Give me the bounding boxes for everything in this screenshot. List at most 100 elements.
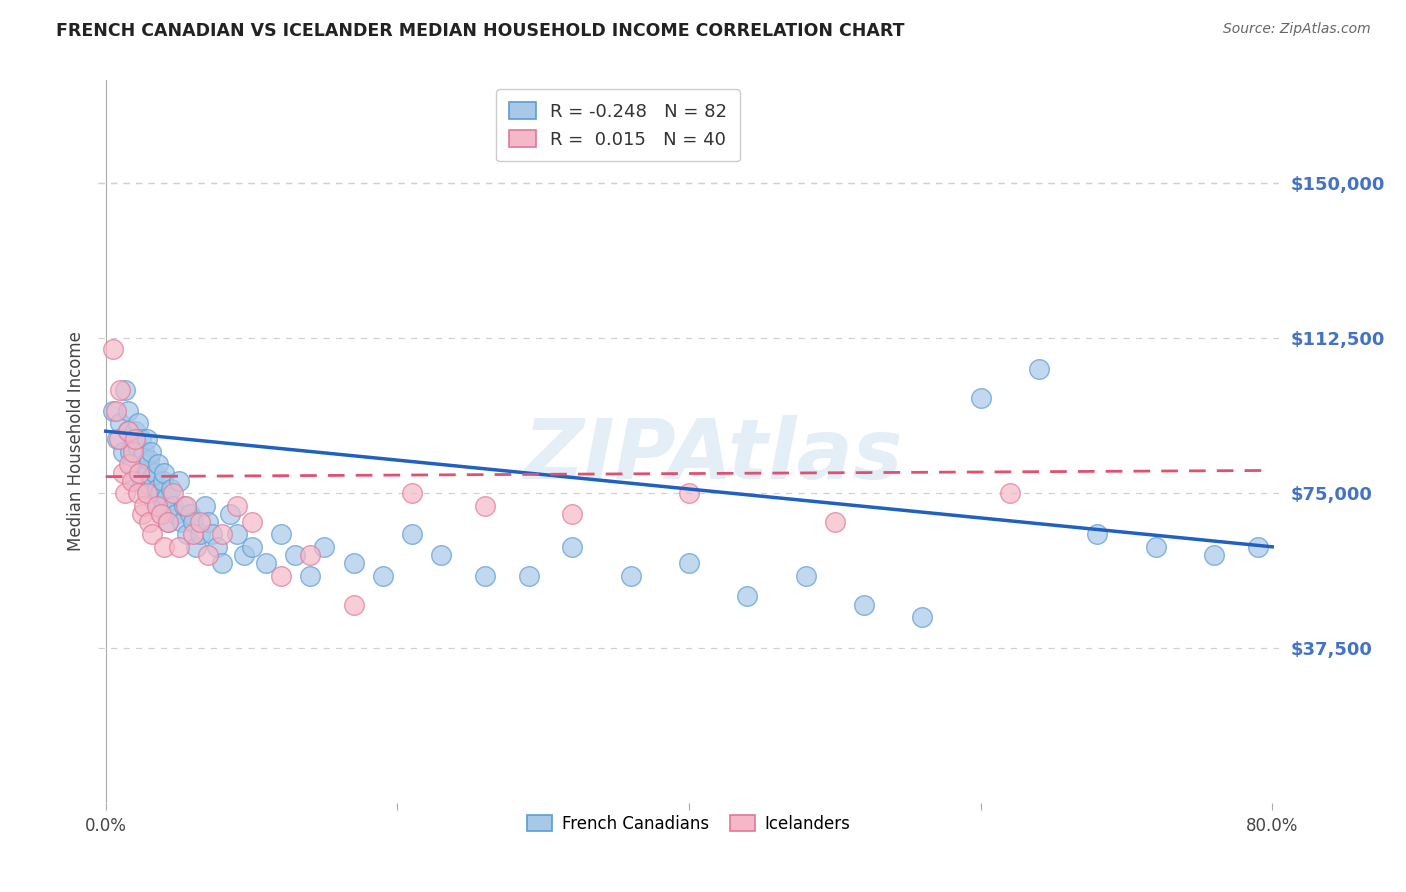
Point	[167, 474, 190, 488]
Point	[270, 527, 292, 541]
Point	[141, 527, 163, 541]
Point	[1202, 548, 1225, 562]
Point	[138, 453, 160, 467]
Point	[139, 445, 162, 459]
Point	[298, 548, 321, 562]
Point	[852, 598, 875, 612]
Point	[240, 540, 263, 554]
Point	[517, 568, 540, 582]
Point	[969, 391, 991, 405]
Point	[149, 486, 172, 500]
Point	[342, 557, 364, 571]
Point	[162, 499, 184, 513]
Point	[160, 482, 183, 496]
Point	[153, 540, 176, 554]
Point	[134, 457, 156, 471]
Point	[474, 568, 496, 582]
Point	[156, 490, 179, 504]
Point	[135, 486, 157, 500]
Point	[157, 515, 180, 529]
Point	[117, 403, 139, 417]
Point	[205, 540, 228, 554]
Point	[211, 527, 233, 541]
Point	[150, 507, 173, 521]
Point	[211, 557, 233, 571]
Point	[135, 433, 157, 447]
Y-axis label: Median Household Income: Median Household Income	[66, 332, 84, 551]
Point	[561, 540, 583, 554]
Point	[998, 486, 1021, 500]
Point	[150, 507, 173, 521]
Point	[145, 499, 167, 513]
Point	[401, 486, 423, 500]
Point	[138, 515, 160, 529]
Point	[105, 433, 128, 447]
Point	[142, 494, 165, 508]
Point	[794, 568, 817, 582]
Point	[226, 527, 249, 541]
Point	[184, 540, 207, 554]
Point	[118, 457, 141, 471]
Text: Source: ZipAtlas.com: Source: ZipAtlas.com	[1223, 22, 1371, 37]
Point	[117, 424, 139, 438]
Point	[138, 478, 160, 492]
Point	[127, 416, 149, 430]
Point	[131, 507, 153, 521]
Point	[152, 474, 174, 488]
Point	[108, 433, 131, 447]
Point	[104, 403, 127, 417]
Point	[127, 441, 149, 455]
Point	[110, 416, 132, 430]
Point	[298, 568, 321, 582]
Point	[131, 474, 153, 488]
Point	[173, 499, 195, 513]
Point	[112, 466, 135, 480]
Point	[240, 515, 263, 529]
Point	[190, 527, 212, 541]
Point	[1144, 540, 1167, 554]
Point	[170, 515, 193, 529]
Point	[176, 527, 198, 541]
Point	[678, 486, 700, 500]
Point	[145, 482, 167, 496]
Point	[124, 433, 146, 447]
Point	[110, 383, 132, 397]
Point	[120, 445, 142, 459]
Point	[194, 499, 217, 513]
Text: FRENCH CANADIAN VS ICELANDER MEDIAN HOUSEHOLD INCOME CORRELATION CHART: FRENCH CANADIAN VS ICELANDER MEDIAN HOUS…	[56, 22, 904, 40]
Point	[342, 598, 364, 612]
Point	[371, 568, 394, 582]
Point	[201, 527, 224, 541]
Point	[197, 515, 219, 529]
Point	[141, 469, 163, 483]
Point	[153, 499, 176, 513]
Point	[678, 557, 700, 571]
Point	[124, 474, 146, 488]
Point	[148, 457, 170, 471]
Point	[1085, 527, 1108, 541]
Point	[179, 507, 201, 521]
Point	[101, 342, 124, 356]
Point	[101, 403, 124, 417]
Point	[132, 445, 155, 459]
Point	[143, 466, 166, 480]
Point	[121, 474, 143, 488]
Point	[112, 445, 135, 459]
Point	[117, 424, 139, 438]
Point	[157, 515, 180, 529]
Point	[114, 383, 136, 397]
Point	[122, 433, 145, 447]
Point	[128, 466, 150, 480]
Point	[735, 590, 758, 604]
Point	[401, 527, 423, 541]
Point	[270, 568, 292, 582]
Point	[174, 499, 197, 513]
Point	[128, 466, 150, 480]
Point	[254, 557, 277, 571]
Point	[474, 499, 496, 513]
Point	[114, 486, 136, 500]
Text: ZIPAtlas: ZIPAtlas	[523, 416, 903, 497]
Point	[129, 433, 152, 447]
Point	[122, 445, 145, 459]
Point	[124, 424, 146, 438]
